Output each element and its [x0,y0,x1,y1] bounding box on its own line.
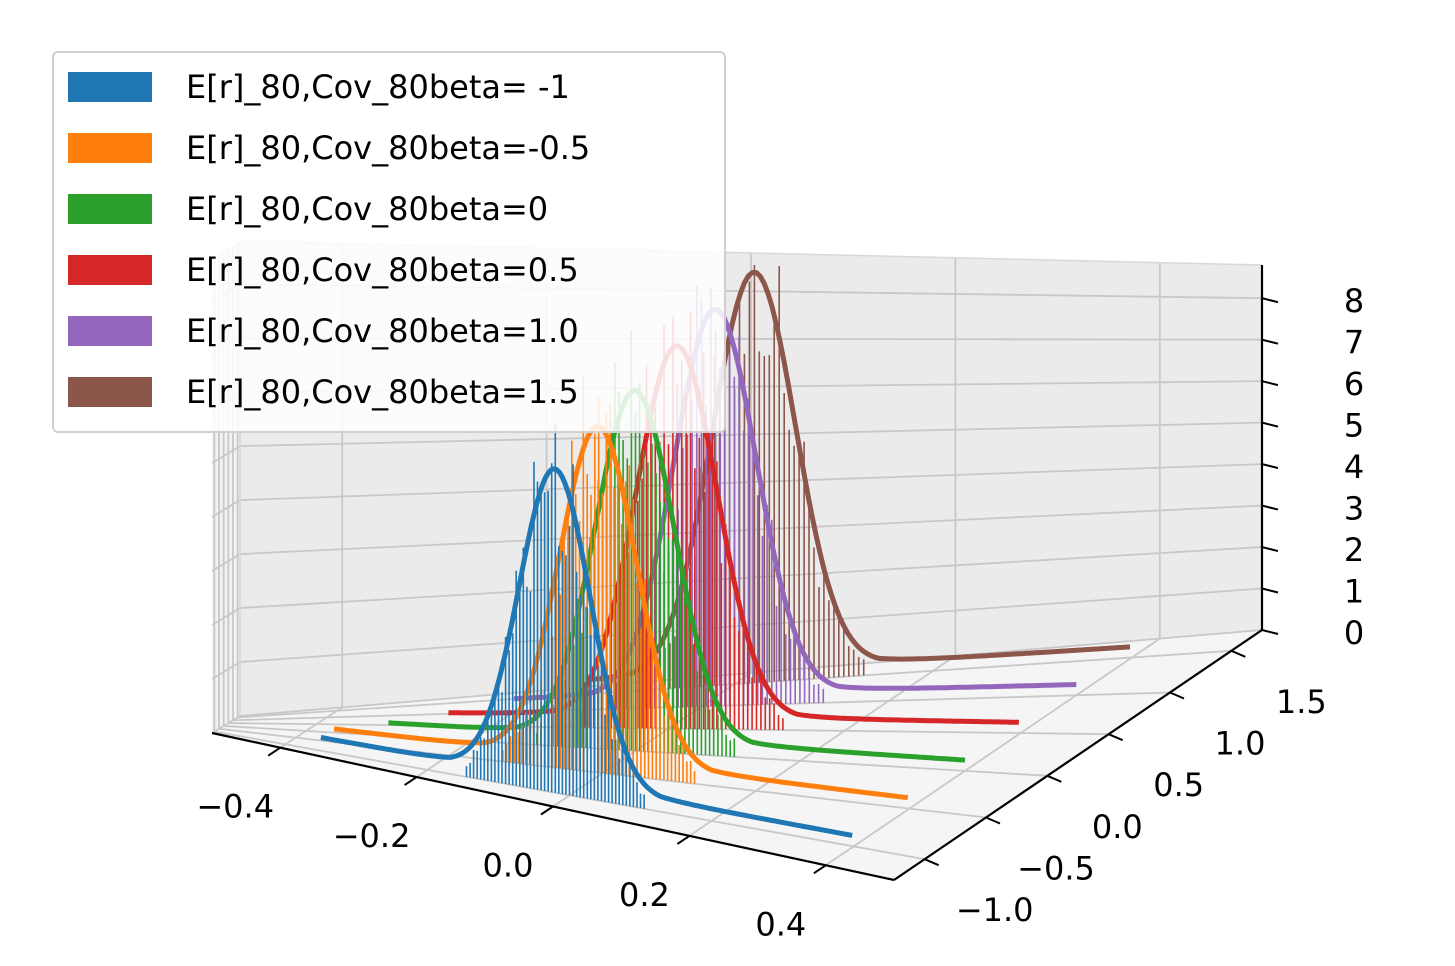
legend-item: E[r]_80,Cov_80beta=1.5 [68,362,579,422]
grid-line [239,629,1263,717]
axes [211,265,1279,882]
grid-line [211,607,241,626]
x-tick-label: 0.2 [619,876,670,914]
x-tick-mark [676,835,690,845]
legend-item: E[r]_80,Cov_80beta=0.5 [68,240,579,300]
density-curve [320,466,853,838]
x-tick-mark [267,746,281,757]
y-tick-mark [924,858,940,867]
grid-line [239,587,1263,663]
tick-labels: −0.4 −0.2 0.0 0.2 0.4 −1.0−0.5 0.0 0.5 1.0 1.5 01 2… [196,282,1364,943]
grid-line [279,706,343,749]
x-tick-label: 0.4 [755,905,806,943]
grid-line [211,715,241,734]
y-tick-mark [1230,649,1246,658]
y-tick-label: 1.0 [1215,725,1266,763]
x-tick-label: −0.4 [196,788,274,826]
series-group [320,423,853,838]
legend: E[r]_80,Cov_80beta= -1 E[r]_80,Cov_80beta… [52,51,726,433]
legend-swatch [68,133,152,163]
y-tick-label: 0.0 [1092,808,1143,846]
y-tick-label: 0.5 [1153,766,1204,804]
z-tick-label: 2 [1344,531,1364,569]
z-tick-mark [1261,463,1279,470]
grid-line [211,661,241,680]
grid-line [239,504,1263,555]
z-tick-label: 7 [1344,324,1364,362]
grid-line [211,553,241,572]
z-tick-mark [1261,338,1279,345]
plot-area [320,265,1131,838]
legend-swatch [68,316,152,346]
y-tick-label: −0.5 [1017,850,1095,888]
z-tick-label: 0 [1344,614,1364,652]
z-tick-mark [1261,587,1279,594]
legend-swatch [68,255,152,285]
legend-label: E[r]_80,Cov_80beta=0 [186,190,549,228]
legend-label: E[r]_80,Cov_80beta=-0.5 [186,129,591,167]
legend-swatch [68,194,152,224]
y-tick-mark [1169,691,1185,700]
x-tick-label: 0.0 [483,847,534,885]
legend-label: E[r]_80,Cov_80beta=1.5 [186,373,579,411]
z-tick-mark [1261,380,1279,387]
legend-item: E[r]_80,Cov_80beta=0 [68,179,548,239]
legend-item: E[r]_80,Cov_80beta= -1 [68,57,570,117]
z-tick-label: 3 [1344,490,1364,528]
y-axis-line [893,629,1263,881]
grid-line [239,546,1263,609]
z-tick-mark [1261,629,1279,635]
z-tick-mark [1261,421,1279,428]
legend-label: E[r]_80,Cov_80beta=1.0 [186,312,579,350]
x-tick-mark [540,805,554,816]
grid-line [239,463,1263,501]
grid-line [211,499,241,518]
floor-pane [212,630,1262,880]
grid-line [211,445,241,464]
series-group [333,376,909,801]
z-tick-mark [1261,297,1279,304]
z-tick-label: 4 [1344,448,1364,486]
y-tick-mark [985,816,1001,825]
y-tick-label: −1.0 [956,891,1034,929]
z-tick-label: 5 [1344,407,1364,445]
x-tick-mark [404,776,418,786]
y-tick-mark [1108,733,1124,742]
legend-label: E[r]_80,Cov_80beta=0.5 [186,251,579,289]
z-tick-label: 6 [1344,365,1364,403]
x-tick-label: −0.2 [333,817,411,855]
y-tick-mark [1046,774,1062,783]
legend-swatch [68,377,152,407]
legend-swatch [68,72,152,102]
z-tick-mark [1261,504,1279,511]
z-tick-label: 1 [1344,573,1364,611]
legend-item: E[r]_80,Cov_80beta=1.0 [68,301,579,361]
grid-line [825,637,1161,867]
legend-item: E[r]_80,Cov_80beta=-0.5 [68,118,590,178]
z-tick-label: 8 [1344,282,1364,320]
y-tick-label: 1.5 [1276,683,1327,721]
x-tick-mark [813,864,827,875]
z-tick-mark [1261,546,1279,553]
density-curve [333,423,909,801]
legend-label: E[r]_80,Cov_80beta= -1 [186,68,570,106]
